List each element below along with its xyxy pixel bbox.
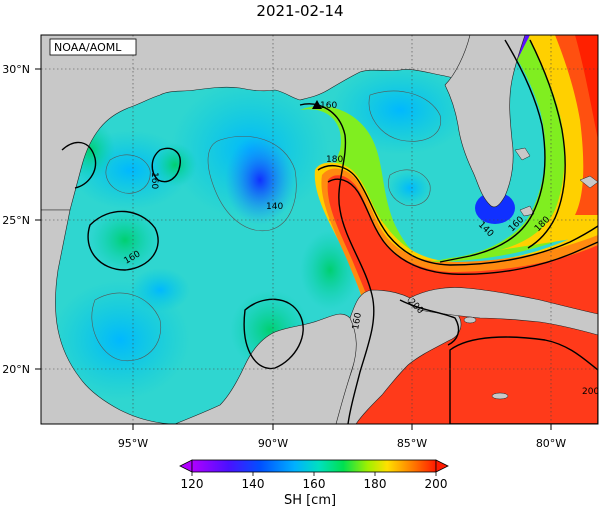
eddy-florida-keys bbox=[475, 192, 515, 224]
contour-label-1: 160 bbox=[320, 101, 337, 111]
y-tick-label: 30°N bbox=[2, 63, 30, 76]
colorbar-title: SH [cm] bbox=[283, 493, 337, 508]
contour-label-11: 200 bbox=[582, 387, 599, 397]
colorbar-low-arrow bbox=[179, 459, 193, 473]
thick-contours bbox=[61, 39, 598, 424]
colorbar-tick-label: 180 bbox=[364, 477, 387, 491]
map-frame bbox=[40, 34, 599, 425]
x-tick-label: 95°W bbox=[118, 437, 148, 450]
y-tick-label: 20°N bbox=[2, 363, 30, 376]
eddy-west bbox=[90, 208, 160, 272]
colorbar-gradient bbox=[191, 459, 437, 473]
contour-label-2: 160 bbox=[149, 172, 159, 189]
credit-label: NOAA/AOML bbox=[54, 41, 122, 54]
colorbar-tick-label: 140 bbox=[242, 477, 265, 491]
land-mass bbox=[41, 35, 598, 424]
x-tick-label: 80°W bbox=[536, 437, 566, 450]
contour-label-10: 160 bbox=[351, 312, 364, 331]
contour-label-3: 140 bbox=[266, 202, 283, 212]
colorbar-tick-label: 160 bbox=[303, 477, 326, 491]
colorbar-tick-label: 200 bbox=[425, 477, 448, 491]
colorbar-tick-label: 120 bbox=[181, 477, 204, 491]
x-tick-label: 90°W bbox=[258, 437, 288, 450]
colorbar: 120 140 160 180 200 bbox=[179, 459, 449, 491]
x-tick-label: 85°W bbox=[397, 437, 427, 450]
contour-label-5: 180 bbox=[326, 155, 343, 165]
station-marker-triangle bbox=[312, 100, 322, 109]
thin-contours bbox=[91, 90, 442, 362]
cyclonic-eddy-central bbox=[225, 135, 295, 225]
map-title: 2021-02-14 bbox=[256, 2, 344, 20]
colorbar-high-arrow bbox=[435, 459, 449, 473]
credit-box bbox=[49, 38, 137, 56]
lat-lon-grid bbox=[41, 35, 598, 424]
y-tick-label: 25°N bbox=[2, 214, 30, 227]
